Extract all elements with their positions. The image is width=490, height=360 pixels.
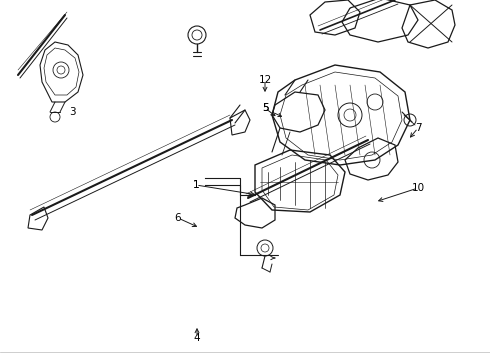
Text: 7: 7 [415,123,421,133]
Text: 5: 5 [262,103,269,113]
Text: 4: 4 [194,333,200,343]
Text: 5: 5 [262,103,269,113]
Text: 12: 12 [258,75,271,85]
Text: 3: 3 [69,107,75,117]
Text: 10: 10 [412,183,424,193]
Text: 1: 1 [193,180,199,190]
Text: 6: 6 [175,213,181,223]
Text: 1: 1 [193,180,199,190]
